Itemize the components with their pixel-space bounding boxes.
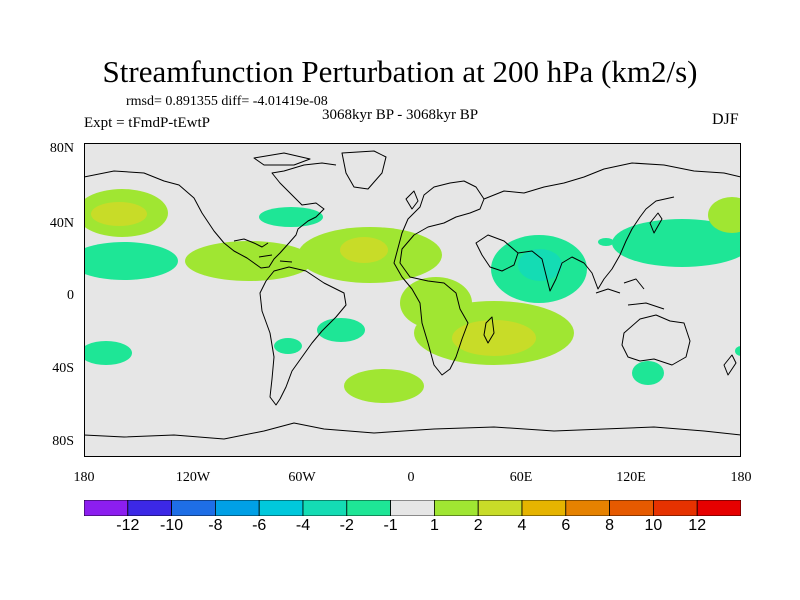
colorbar-box (565, 500, 610, 516)
colorbar-box (214, 500, 260, 516)
gulf-coast (233, 238, 269, 248)
coastlines (84, 150, 741, 440)
negative-anomaly-wpacific (612, 219, 741, 267)
colorbar-box (653, 500, 698, 516)
negative-anomaly-natlantic (259, 207, 323, 227)
negative-anomaly-subtropical-pacific (84, 242, 178, 280)
colorbar-box (696, 500, 741, 516)
colorbar-box (171, 500, 216, 516)
south-asia-coast (517, 196, 675, 292)
colorbar-label: 10 (644, 517, 663, 534)
positive-anomaly-caribbean (185, 241, 313, 281)
colorbar-box (258, 500, 304, 516)
negative-anomaly-tasman (632, 361, 664, 385)
british-isles (405, 190, 419, 210)
map-frame (84, 143, 741, 457)
colorbar-label: 1 (429, 517, 439, 534)
arabian-peninsula (475, 234, 519, 272)
period-label: 3068kyr BP - 3068kyr BP (322, 107, 479, 123)
arctic-islands (253, 152, 311, 166)
japan (649, 212, 663, 234)
lon-label-60w: 60W (288, 470, 316, 485)
positive-anomaly-dateline (708, 197, 741, 233)
colorbar-label: -4 (295, 517, 311, 534)
lon-label-180w: 180 (73, 470, 95, 485)
positive-anomaly-npacific-core (91, 202, 147, 226)
experiment-label: Expt = tFmdP-tEwtP (84, 115, 210, 131)
colorbar-label: 6 (561, 517, 571, 534)
negative-anomaly-india-core (518, 249, 562, 281)
negative-anomaly-spacific (84, 341, 132, 365)
colorbar-box (302, 500, 348, 516)
lat-label-80n: 80N (49, 141, 74, 156)
colorbar-label: -12 (116, 517, 140, 534)
caribbean-islands (258, 254, 293, 263)
colorbar-box (346, 500, 391, 516)
lon-label-120e: 120E (616, 470, 646, 485)
positive-anomaly-westafrica-core (340, 237, 388, 263)
negative-anomaly-edge (735, 346, 741, 356)
south-america-coast (259, 266, 347, 406)
lat-label-80s: 80S (52, 434, 74, 449)
positive-anomaly-southern-ocean (344, 369, 424, 403)
north-america-coast (84, 162, 337, 269)
colorbar-label: -6 (252, 517, 267, 534)
lon-label-180e: 180 (730, 470, 752, 485)
colorbar-box (433, 500, 479, 516)
greenland-coast (341, 150, 387, 190)
streamfunction-map (84, 143, 741, 457)
negative-anomaly-china (598, 238, 614, 246)
madagascar (483, 316, 495, 344)
colorbar-box (390, 500, 435, 516)
europe-africa-coast (393, 180, 485, 376)
colorbar-label: 12 (688, 517, 707, 534)
colorbar (84, 500, 741, 516)
plot-title: Streamfunction Perturbation at 200 hPa (… (102, 54, 698, 89)
positive-anomaly-indian-ocean-core (452, 320, 536, 356)
colorbar-label: -2 (339, 517, 354, 534)
colorbar-box (127, 500, 172, 516)
colorbar-label: 2 (473, 517, 483, 534)
australia-coast (621, 314, 691, 366)
lon-label-0: 0 (407, 470, 415, 485)
lat-label-40s: 40S (52, 361, 74, 376)
colorbar-box (84, 500, 129, 516)
antarctica-coast (84, 422, 741, 440)
lat-label-40n: 40N (49, 216, 74, 231)
lon-label-120w: 120W (175, 470, 211, 485)
colorbar-box (521, 500, 567, 516)
lat-label-0: 0 (67, 288, 74, 303)
lon-label-60e: 60E (509, 470, 533, 485)
new-zealand (723, 354, 737, 376)
negative-anomaly-satlantic (317, 318, 365, 342)
colorbar-box (477, 500, 523, 516)
season-label: DJF (712, 111, 739, 128)
colorbar-label: -1 (383, 517, 398, 534)
stats-text: rmsd= 0.891355 diff= -4.01419e-08 (126, 94, 328, 109)
colorbar-label: 8 (605, 517, 615, 534)
north-asia-coast (483, 162, 741, 200)
maritime-continent (595, 278, 665, 310)
colorbar-label: -10 (160, 517, 184, 534)
colorbar-label: -8 (208, 517, 223, 534)
negative-anomaly-southamerica (274, 338, 302, 354)
colorbar-box (609, 500, 654, 516)
colorbar-label: 4 (517, 517, 527, 534)
